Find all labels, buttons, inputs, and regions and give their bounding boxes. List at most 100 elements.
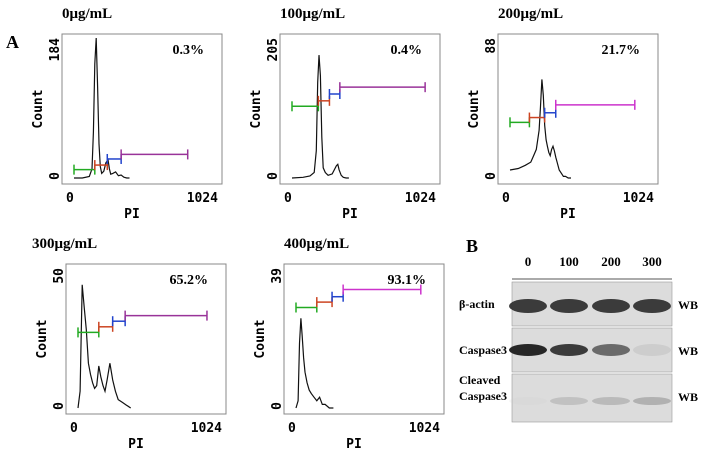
histogram-line xyxy=(509,79,571,179)
gate-marker xyxy=(295,302,318,313)
gate-marker xyxy=(509,117,531,128)
dose-label: 200 xyxy=(601,254,621,269)
blot-band xyxy=(592,397,630,405)
gate-marker xyxy=(291,101,320,112)
plot-frame xyxy=(279,33,441,185)
blot-band xyxy=(550,397,588,405)
gate-marker xyxy=(339,82,426,93)
y-tick-label: 0 xyxy=(270,402,285,410)
panel-title: 100μg/mL xyxy=(280,6,345,22)
blot-band xyxy=(550,344,588,356)
blot-band xyxy=(592,344,630,356)
panel-title: 0μg/mL xyxy=(62,6,112,22)
x-axis-label: PI xyxy=(346,437,362,452)
blot-row: Caspase3 WB xyxy=(459,327,698,373)
blot-row: Cleaved Caspase3 WB xyxy=(459,373,698,423)
histogram-panel: 100μg/mL 0.4% 205 0 Count 0 1024 PI xyxy=(249,6,441,222)
wb-tag: WB xyxy=(678,390,698,404)
gate-marker xyxy=(120,149,189,160)
panel-title: 300μg/mL xyxy=(32,236,97,252)
panel-title: 200μg/mL xyxy=(498,6,563,22)
panel-title: 400μg/mL xyxy=(284,236,349,252)
gate-marker xyxy=(124,310,208,321)
y-axis-label: Count xyxy=(467,89,482,128)
y-tick-label: 0 xyxy=(266,172,281,180)
gate-marker xyxy=(316,297,333,308)
y-axis-label: Count xyxy=(253,319,268,358)
histogram-panel: 200μg/mL 21.7% 88 0 Count 0 1024 PI xyxy=(467,6,659,222)
plot-frame xyxy=(497,33,659,185)
histogram-line xyxy=(295,318,334,409)
histogram-panel: 400μg/mL 93.1% 39 0 Count 0 1024 PI xyxy=(253,236,445,452)
x-axis-label: PI xyxy=(124,207,140,222)
protein-label: Cleaved xyxy=(459,373,501,387)
blot-band xyxy=(509,299,547,313)
wb-tag: WB xyxy=(678,298,698,312)
panel-b-label: B xyxy=(466,236,478,256)
x-axis-label: PI xyxy=(128,437,144,452)
protein-label: Caspase3 xyxy=(459,343,507,357)
x-tick-label: 1024 xyxy=(623,191,654,206)
y-tick-label: 0 xyxy=(52,402,67,410)
y-axis-label: Count xyxy=(35,319,50,358)
gate-marker xyxy=(528,112,546,123)
histogram-line xyxy=(77,284,132,409)
gate-marker xyxy=(342,284,422,295)
wb-tag: WB xyxy=(678,344,698,358)
y-tick-label: 39 xyxy=(270,268,285,284)
y-axis-label: Count xyxy=(31,89,46,128)
y-tick-label: 50 xyxy=(52,268,67,284)
histogram-panel: 0μg/mL 0.3% 184 0 Count 0 1024 PI xyxy=(31,6,223,222)
blot-band xyxy=(633,299,671,313)
x-tick-label: 1024 xyxy=(405,191,436,206)
protein-label: β-actin xyxy=(459,297,495,311)
dose-label: 0 xyxy=(525,254,532,269)
flow-histograms: 0μg/mL 0.3% 184 0 Count 0 1024 PI 100μg/mL 0.4% 20… xyxy=(31,6,659,452)
gate-marker xyxy=(111,316,126,327)
blot-band xyxy=(633,397,671,405)
y-tick-label: 0 xyxy=(48,172,63,180)
x-tick-label: 1024 xyxy=(409,421,440,436)
histogram-panel: 300μg/mL 65.2% 50 0 Count 0 1024 PI xyxy=(32,236,227,452)
histogram-line xyxy=(74,37,130,179)
percent-label: 93.1% xyxy=(388,273,427,288)
gate-marker xyxy=(543,107,557,118)
dose-label: 300 xyxy=(642,254,662,269)
gate-marker xyxy=(328,89,341,99)
gate-marker xyxy=(555,99,636,110)
percent-label: 65.2% xyxy=(170,273,209,288)
y-tick-label: 205 xyxy=(266,38,281,61)
y-tick-label: 184 xyxy=(48,38,63,62)
x-tick-label: 0 xyxy=(70,421,78,436)
panel-a-label: A xyxy=(6,32,19,52)
gate-marker xyxy=(331,291,344,302)
x-axis-label: PI xyxy=(560,207,576,222)
gate-marker xyxy=(106,153,122,164)
x-tick-label: 1024 xyxy=(191,421,222,436)
histogram-line xyxy=(291,55,349,179)
y-axis-label: Count xyxy=(249,89,264,128)
y-tick-label: 0 xyxy=(484,172,499,180)
x-tick-label: 0 xyxy=(284,191,292,206)
x-tick-label: 0 xyxy=(66,191,74,206)
protein-label: Caspase3 xyxy=(459,389,507,403)
plot-frame xyxy=(283,263,445,415)
blot-row: β-actin WB xyxy=(459,281,698,327)
blot-band xyxy=(509,397,547,405)
dose-label: 100 xyxy=(559,254,579,269)
gate-marker xyxy=(317,95,331,106)
blot-band xyxy=(633,344,671,356)
blot-band xyxy=(592,299,630,313)
percent-label: 0.4% xyxy=(391,43,423,58)
percent-label: 0.3% xyxy=(173,43,205,58)
x-tick-label: 1024 xyxy=(187,191,218,206)
x-axis-label: PI xyxy=(342,207,358,222)
y-tick-label: 88 xyxy=(484,38,499,54)
plot-frame xyxy=(65,263,227,415)
x-tick-label: 0 xyxy=(502,191,510,206)
blot-band xyxy=(509,344,547,356)
x-tick-label: 0 xyxy=(288,421,296,436)
blot-band xyxy=(550,299,588,313)
